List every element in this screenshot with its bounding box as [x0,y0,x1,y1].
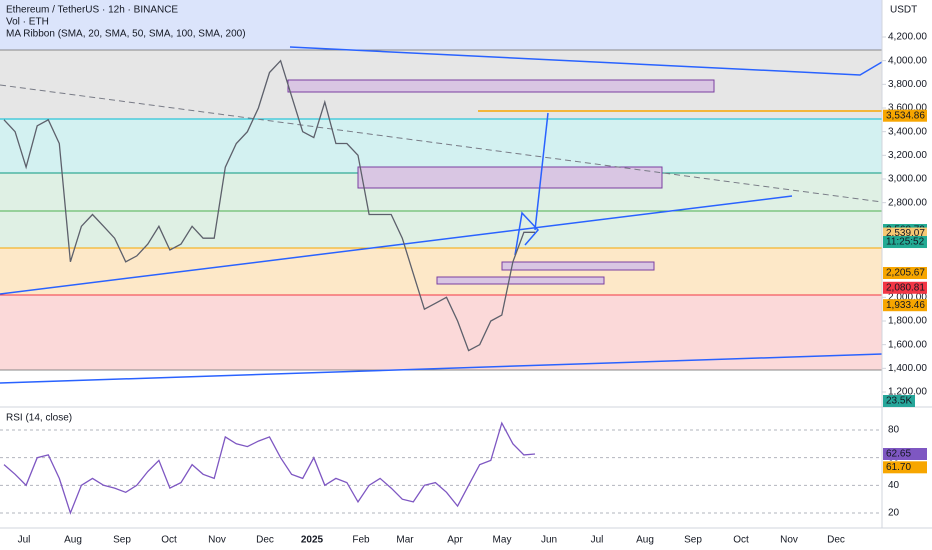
rsi-tick-label: 40 [888,480,900,491]
price-tag [883,281,927,294]
y-tick-label: 1,800.00 [888,316,927,327]
symbol: Ethereum / TetherUS · 12h · BINANCE [6,5,178,16]
rsi-tick-label: 20 [888,508,900,519]
rsi-title: RSI (14, close) [6,413,72,424]
series-line [3,59,535,352]
price-tag [883,448,927,461]
zone [0,119,882,173]
y-tick-label: 2,000.00 [888,292,927,303]
x-tick-label: May [493,535,512,546]
levels [0,49,882,371]
x-tick-label: Nov [780,535,798,546]
x-tick-label: Jun [541,535,557,546]
y-tick-label: 1,200.00 [888,387,927,398]
countdown: 11:25:52 [886,237,925,248]
price-tag [883,461,927,474]
dashed-trend [0,84,883,203]
x-tick-label: Dec [827,535,845,546]
ribbon-legend: MA Ribbon (SMA, 20, SMA, 50, SMA, 100, S… [6,29,246,40]
trendlines [0,46,883,384]
zone [0,295,882,370]
price-tag [883,109,927,122]
x-tick-label: Sep [684,535,702,546]
y-tick-label: 3,600.00 [888,103,927,114]
price-tag-label: 62.65 [886,449,911,460]
volume-legend: Vol · ETH [6,17,49,28]
series-line [3,421,536,515]
x-tick-label: Oct [161,535,177,546]
y-tick-label: 4,200.00 [888,32,927,43]
y-tick-label: 4,000.00 [888,55,927,66]
volume-tag-bg [883,395,915,407]
y-tick-label: 3,200.00 [888,150,927,161]
x-tick-label: Dec [256,535,274,546]
boxes [287,79,715,285]
price-tag-label: 2,539.07 [886,228,925,239]
price-tag-label: 1,933.46 [886,300,925,311]
y-tick-label: 3,000.00 [888,174,927,185]
y-tick-label: 1,400.00 [888,363,927,374]
price-tag-label: 2,080.81 [886,282,925,293]
price-tag [883,266,927,279]
rsi-tick-label: 80 [888,425,900,436]
x-tick-label: Aug [636,535,654,546]
price-tag [883,299,927,312]
price-tag-label: 61.70 [886,462,911,473]
x-tick-label: 2025 [301,535,324,546]
zone [0,248,882,295]
x-tick-label: Sep [113,535,131,546]
x-tick-label: Apr [447,535,463,546]
y-tick-label: 3,800.00 [888,79,927,90]
countdown-bg [883,236,927,249]
price-tag-label: 2,205.67 [886,268,925,279]
x-tick-label: Nov [208,535,226,546]
x-tick-label: Feb [352,535,370,546]
currency: USDT [890,5,917,16]
y-tick-label: 2,800.00 [888,197,927,208]
x-tick-label: Oct [733,535,749,546]
y-tick-label: 1,600.00 [888,339,927,350]
x-tick-label: Aug [64,535,82,546]
x-tick-label: Jul [18,535,31,546]
x-tick-label: Jul [591,535,604,546]
volume-tag: 23.5K [886,396,912,407]
y-tick-label: 3,400.00 [888,126,927,137]
price-tag-label: 3,534.86 [886,110,925,121]
zone [0,0,882,50]
x-tick-label: Mar [396,535,414,546]
